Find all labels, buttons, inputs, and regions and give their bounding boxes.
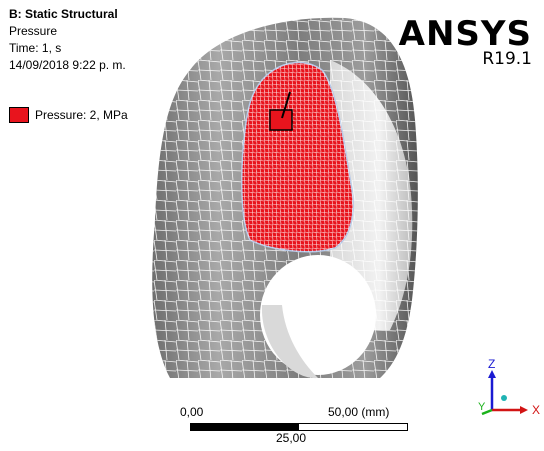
triad-origin-icon	[501, 395, 507, 401]
scale-mid-label: 25,00	[276, 431, 307, 445]
y-axis-label: Y	[478, 401, 486, 413]
legend-label: Pressure: 2, MPa	[35, 108, 128, 122]
ansys-logo: ANSYS R19.1	[398, 14, 532, 69]
scale-unit: (mm)	[361, 405, 390, 419]
analysis-title: B: Static Structural	[9, 7, 118, 21]
date-label: 14/09/2018 9:22 p. m.	[9, 58, 126, 72]
axis-triad[interactable]: Z X Y	[470, 358, 544, 428]
legend-swatch	[9, 107, 29, 123]
load-name: Pressure	[9, 24, 58, 38]
scale-end-value: 50,00	[328, 405, 359, 419]
scale-end-label: 50,00 (mm)	[328, 405, 389, 419]
z-axis-label: Z	[488, 358, 495, 371]
scale-bar: 0,00 50,00 (mm) 25,00	[180, 405, 430, 449]
brand-name: ANSYS	[398, 14, 532, 54]
pressure-marker	[269, 109, 293, 131]
pressure-face	[241, 61, 354, 253]
brand-version: R19.1	[482, 49, 532, 69]
model-info: B: Static Structural Pressure Time: 1, s…	[9, 6, 126, 74]
ring-cutout	[260, 255, 376, 379]
pressure-legend: Pressure: 2, MPa	[9, 107, 128, 123]
time-label: Time: 1, s	[9, 41, 62, 55]
y-axis-icon	[481, 408, 493, 416]
scale-bar-graphic	[190, 423, 408, 431]
scale-start-label: 0,00	[180, 405, 204, 419]
x-axis-label: X	[532, 403, 540, 417]
